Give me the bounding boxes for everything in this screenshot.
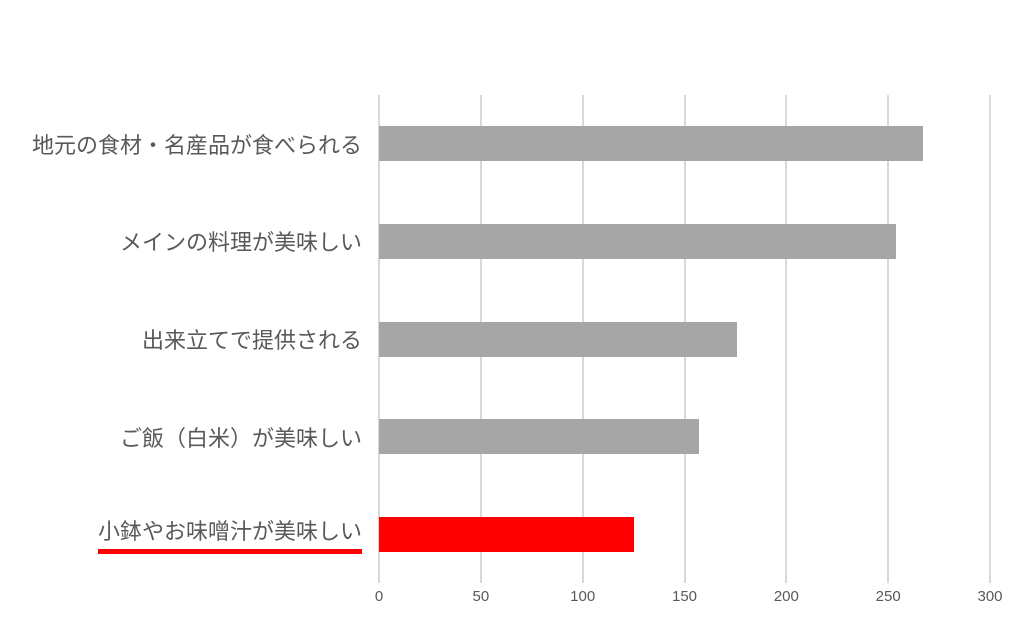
bar [379, 419, 699, 455]
x-tick-label: 200 [773, 588, 799, 605]
x-axis: 0 50 100 150 200 250 300 [0, 588, 1024, 614]
x-tick-label: 100 [570, 588, 596, 605]
bar [379, 126, 923, 162]
category-axis: 地元の食材・名産品が食べられるメインの料理が美味しい出来立てで提供されるご飯（白… [0, 95, 362, 583]
bar [379, 223, 897, 259]
category-label-text: 地元の食材・名産品が食べられる [31, 132, 362, 158]
x-tick-label: 300 [977, 588, 1003, 605]
bar [379, 321, 738, 357]
category-label: 地元の食材・名産品が食べられる [32, 128, 362, 160]
x-tick-label: 0 [374, 588, 384, 605]
x-tick-label: 250 [875, 588, 901, 605]
gridline [989, 95, 991, 583]
category-label-text: ご飯（白米）が美味しい [119, 425, 362, 451]
category-label: 出来立てで提供される [142, 323, 362, 355]
plot-area [378, 95, 991, 583]
category-label-text: メインの料理が美味しい [119, 230, 362, 256]
category-label: 小鉢やお味噌汁が美味しい [97, 514, 362, 555]
category-label-text-highlighted: 小鉢やお味噌汁が美味しい [97, 514, 362, 555]
category-label: ご飯（白米）が美味しい [120, 421, 362, 453]
gridline [887, 95, 890, 583]
x-tick-label: 50 [472, 588, 490, 605]
x-tick-label: 150 [671, 588, 698, 605]
gridline [785, 95, 788, 583]
category-label-text: 出来立てで提供される [141, 328, 362, 353]
bar [379, 516, 634, 552]
category-label: メインの料理が美味しい [120, 225, 362, 257]
